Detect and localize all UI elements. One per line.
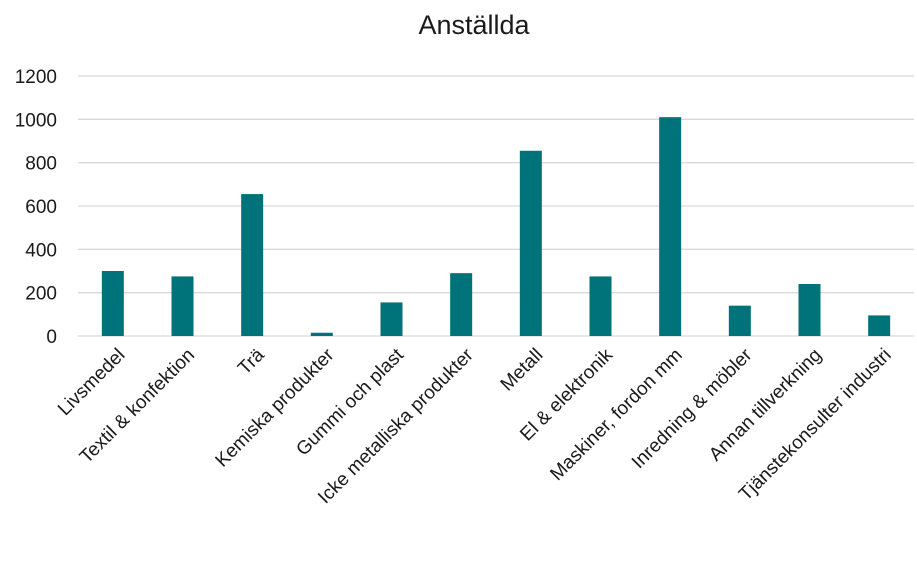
gridlines [78,75,914,337]
bar [519,150,542,336]
bar [310,332,333,336]
y-tick-label: 200 [25,284,57,305]
x-tick-label: Livsmedel [54,345,129,420]
bar [798,284,821,336]
x-tick-label: Metall [497,345,548,396]
bar [450,273,473,336]
x-tick-label: Textil & konfektion [76,345,199,468]
bar [659,117,682,337]
bar [868,315,891,336]
y-tick-label: 1200 [15,67,57,88]
x-tick-label: Kemiska produkter [212,344,339,471]
x-tick-label: Maskiner, fordon mm [546,345,686,485]
bar [380,302,403,336]
x-tick-label: Trä [234,344,269,379]
y-tick-label: 600 [25,197,57,218]
bar [171,276,194,336]
y-tick-label: 1000 [15,110,57,131]
y-tick-label: 400 [25,240,57,261]
bar [589,276,612,336]
y-tick-label: 0 [46,327,57,348]
chart-title: Anställda [418,10,530,40]
y-tick-label: 800 [25,154,57,175]
bar [241,194,264,336]
bar [728,305,751,336]
bar [101,271,124,336]
y-axis-tick-labels: 0 200 400 600 800 1000 1200 [15,67,57,348]
bars [101,117,891,337]
x-tick-label: Inredning & möbler [628,344,757,473]
